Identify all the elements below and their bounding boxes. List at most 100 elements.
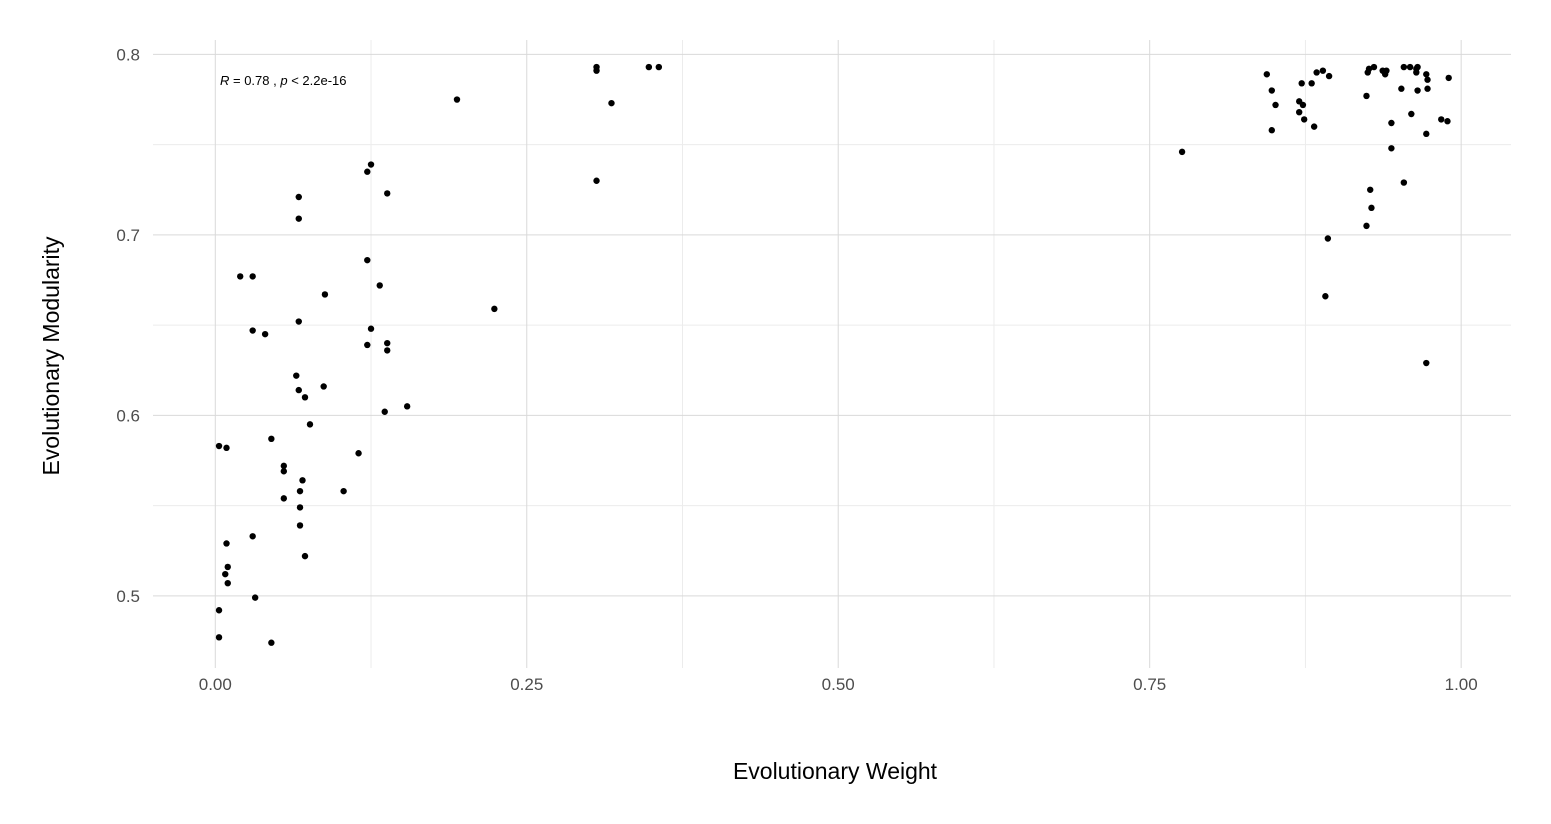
data-point	[280, 462, 288, 470]
data-point	[355, 450, 362, 457]
data-point	[364, 256, 371, 264]
data-point	[261, 330, 269, 338]
correlation-annotation: R = 0.78 , p < 2.2e-16	[220, 73, 346, 88]
data-point	[1308, 80, 1315, 87]
data-point	[1298, 80, 1305, 87]
data-point	[1368, 204, 1375, 212]
data-point	[1444, 118, 1451, 125]
data-point	[296, 522, 304, 529]
data-point	[1300, 116, 1308, 123]
data-point	[1445, 74, 1452, 82]
data-point	[215, 607, 223, 614]
data-point	[376, 282, 383, 289]
data-point	[295, 318, 302, 325]
p-symbol: p	[279, 73, 287, 88]
data-point	[1367, 186, 1374, 193]
data-point	[224, 579, 231, 587]
data-point	[306, 421, 314, 428]
data-point	[367, 325, 375, 332]
data-point	[384, 347, 391, 354]
data-point	[224, 563, 231, 571]
x-tick-label: 1.00	[1445, 675, 1478, 694]
x-axis-title: Evolutionary Weight	[733, 758, 938, 784]
x-tick-label: 0.00	[199, 675, 232, 694]
data-point	[296, 487, 304, 495]
y-tick-label: 0.6	[116, 406, 140, 425]
data-point	[1414, 63, 1421, 71]
data-point	[293, 372, 300, 379]
data-point	[1424, 76, 1431, 83]
data-point	[320, 383, 327, 390]
data-point	[223, 444, 230, 452]
data-point	[295, 193, 302, 201]
data-point	[1325, 72, 1333, 80]
data-point	[1299, 101, 1307, 109]
tick-labels: 0.00 0.25 0.50 0.75 1.00 0.5 0.6 0.7 0.8	[116, 45, 1477, 694]
data-point	[593, 177, 600, 184]
data-point	[384, 339, 391, 347]
data-point	[280, 495, 288, 502]
r-value: = 0.78 ,	[229, 73, 280, 88]
data-point	[1178, 148, 1186, 156]
data-point	[645, 63, 653, 71]
data-point	[1424, 85, 1431, 92]
data-point	[381, 408, 388, 415]
data-point	[1423, 130, 1430, 138]
data-point	[1272, 101, 1279, 109]
data-point	[340, 487, 347, 495]
data-point	[1310, 123, 1318, 130]
data-point	[249, 327, 256, 334]
data-point	[1363, 222, 1370, 230]
x-tick-label: 0.50	[822, 675, 855, 694]
r-symbol: R	[220, 73, 229, 88]
data-point	[1398, 85, 1405, 92]
data-point	[1388, 145, 1395, 152]
data-point	[1363, 92, 1370, 100]
data-point	[1263, 71, 1271, 78]
data-point	[295, 215, 302, 222]
data-point	[1400, 179, 1408, 186]
p-value: < 2.2e-16	[288, 73, 347, 88]
data-point	[403, 403, 411, 410]
data-point	[1400, 63, 1408, 71]
y-tick-label: 0.8	[116, 45, 140, 64]
data-point	[1324, 235, 1332, 242]
y-tick-label: 0.5	[116, 587, 140, 606]
data-point	[1370, 63, 1378, 71]
data-point	[1414, 87, 1421, 94]
data-points	[215, 63, 1452, 646]
data-point	[215, 442, 223, 450]
data-point	[1383, 67, 1390, 74]
data-point	[1423, 71, 1430, 78]
data-point	[655, 63, 663, 71]
data-point	[296, 504, 304, 511]
data-point	[1408, 110, 1415, 118]
data-point	[364, 168, 371, 175]
data-point	[237, 273, 244, 280]
y-tick-label: 0.7	[116, 226, 140, 245]
data-point	[301, 394, 309, 401]
data-point	[222, 570, 229, 578]
data-point	[1319, 67, 1327, 74]
data-point	[1268, 127, 1275, 134]
data-point	[268, 435, 275, 443]
data-point	[1313, 69, 1320, 76]
data-point	[223, 540, 230, 547]
data-point	[1438, 116, 1445, 123]
data-point	[280, 468, 288, 475]
data-point	[268, 639, 275, 646]
grid-lines	[153, 40, 1511, 668]
data-point	[1322, 293, 1329, 300]
data-point	[249, 533, 256, 540]
data-point	[453, 96, 461, 103]
data-point	[321, 291, 329, 298]
data-point	[215, 634, 223, 641]
data-point	[1365, 65, 1373, 73]
data-point	[249, 273, 256, 280]
data-point	[384, 190, 391, 197]
data-point	[608, 99, 615, 107]
data-point	[299, 477, 306, 484]
data-point	[1423, 359, 1430, 367]
data-point	[593, 67, 600, 74]
